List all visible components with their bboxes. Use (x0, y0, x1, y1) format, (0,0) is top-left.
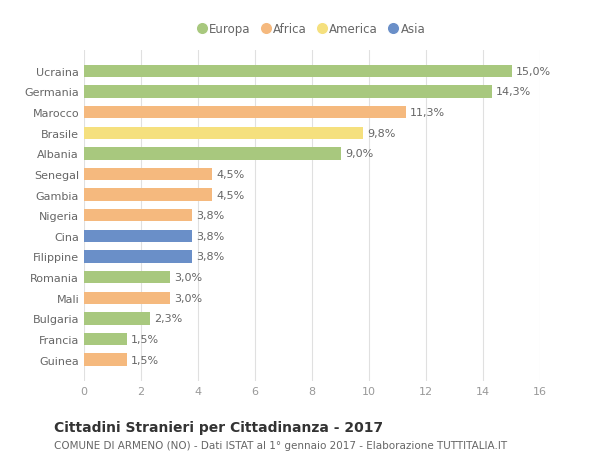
Bar (84, 333, 127, 345)
Bar (84, 353, 127, 366)
Bar (84, 127, 364, 140)
Text: COMUNE DI ARMENO (NO) - Dati ISTAT al 1° gennaio 2017 - Elaborazione TUTTITALIA.: COMUNE DI ARMENO (NO) - Dati ISTAT al 1°… (54, 440, 507, 450)
Bar (84, 230, 193, 242)
Bar (84, 168, 212, 181)
Text: 1,5%: 1,5% (131, 334, 159, 344)
Text: 4,5%: 4,5% (217, 169, 245, 179)
Bar (84, 210, 193, 222)
Text: 3,0%: 3,0% (174, 293, 202, 303)
Bar (84, 189, 212, 202)
Text: 3,8%: 3,8% (197, 252, 225, 262)
Text: 15,0%: 15,0% (516, 67, 551, 77)
Text: 3,8%: 3,8% (197, 231, 225, 241)
Text: 9,8%: 9,8% (368, 129, 396, 139)
Text: 1,5%: 1,5% (131, 355, 159, 365)
Bar (84, 313, 149, 325)
Bar (84, 86, 491, 98)
Text: 9,0%: 9,0% (345, 149, 373, 159)
Bar (84, 251, 193, 263)
Bar (84, 271, 170, 284)
Text: 4,5%: 4,5% (217, 190, 245, 200)
Bar (84, 106, 406, 119)
Bar (84, 292, 170, 304)
Text: 11,3%: 11,3% (410, 108, 445, 118)
Bar (84, 148, 341, 160)
Text: 3,8%: 3,8% (197, 211, 225, 221)
Bar (84, 66, 511, 78)
Text: 2,3%: 2,3% (154, 313, 182, 324)
Text: 14,3%: 14,3% (496, 87, 531, 97)
Text: Cittadini Stranieri per Cittadinanza - 2017: Cittadini Stranieri per Cittadinanza - 2… (54, 420, 383, 434)
Text: 3,0%: 3,0% (174, 273, 202, 282)
Legend: Europa, Africa, America, Asia: Europa, Africa, America, Asia (199, 23, 425, 36)
